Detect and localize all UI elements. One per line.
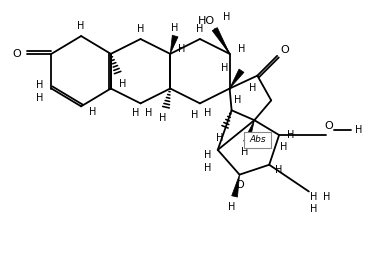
Polygon shape [244,120,254,143]
Text: H: H [310,204,317,214]
Polygon shape [212,28,230,54]
Text: H: H [178,44,186,54]
Polygon shape [170,35,178,54]
Text: H: H [119,79,126,88]
Text: H: H [137,24,144,34]
Text: H: H [204,108,212,118]
Polygon shape [230,69,244,88]
Text: O: O [12,49,21,59]
Text: H: H [276,165,283,175]
Text: H: H [132,108,139,118]
Text: HO: HO [198,16,215,26]
Text: H: H [204,163,212,173]
Text: H: H [223,12,230,22]
Text: H: H [355,125,362,135]
Text: H: H [221,63,229,73]
Text: O: O [324,121,333,131]
Text: H: H [323,193,330,203]
Text: O: O [281,45,290,55]
Text: H: H [36,80,43,90]
Text: H: H [89,107,97,117]
Text: H: H [204,150,212,160]
Text: H: H [159,113,166,123]
Text: H: H [78,21,85,31]
Text: H: H [234,95,241,105]
Text: H: H [228,202,235,212]
Text: H: H [241,147,248,157]
Text: O: O [235,180,244,189]
Text: H: H [249,83,256,93]
Text: Abs: Abs [249,136,266,145]
Text: H: H [171,23,179,33]
Text: H: H [191,110,199,120]
FancyBboxPatch shape [244,132,271,148]
Text: H: H [196,24,204,34]
Text: H: H [216,133,223,143]
Text: H: H [238,44,245,54]
Text: H: H [36,93,43,104]
Text: H: H [280,142,288,152]
Text: H: H [287,130,295,140]
Polygon shape [232,175,240,197]
Text: H: H [310,193,317,203]
Text: H: H [145,108,152,118]
